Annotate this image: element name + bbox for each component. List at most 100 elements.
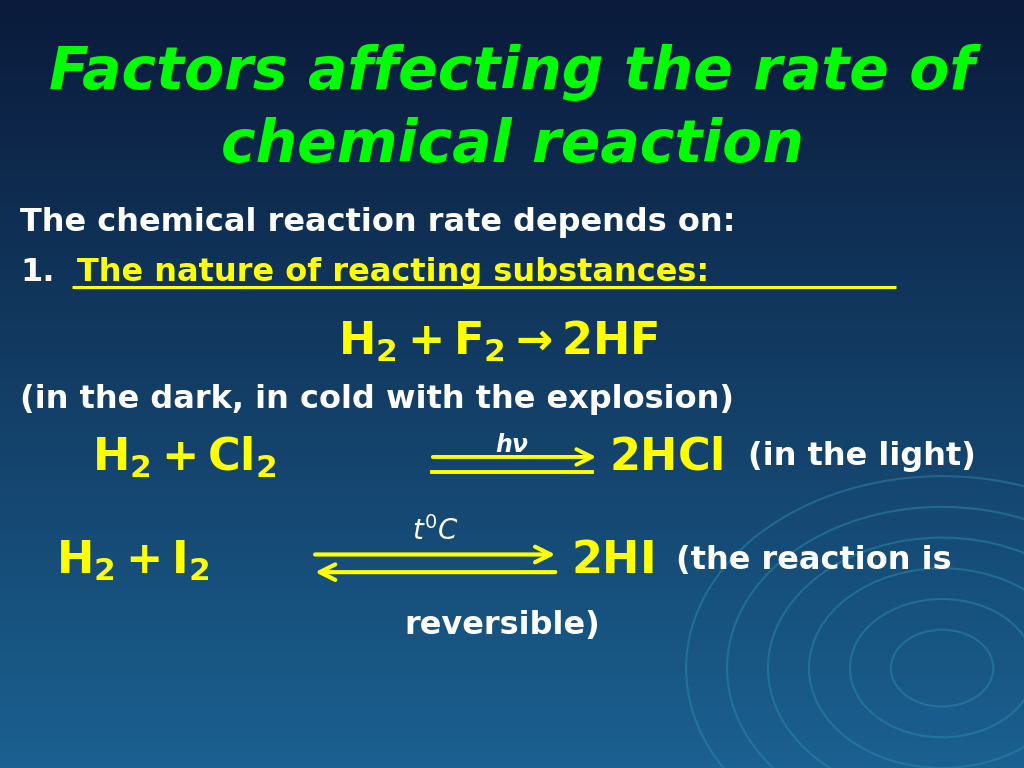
Bar — [0, 72, 1024, 73]
Bar — [0, 10, 1024, 11]
Bar — [0, 529, 1024, 530]
Bar — [0, 337, 1024, 338]
Bar — [0, 359, 1024, 360]
Bar — [0, 618, 1024, 619]
Bar — [0, 219, 1024, 220]
Bar — [0, 638, 1024, 639]
Bar — [0, 105, 1024, 106]
Bar — [0, 66, 1024, 67]
Bar — [0, 226, 1024, 227]
Bar — [0, 65, 1024, 66]
Bar — [0, 244, 1024, 245]
Bar — [0, 717, 1024, 718]
Bar — [0, 700, 1024, 701]
Bar — [0, 418, 1024, 419]
Bar — [0, 580, 1024, 581]
Bar — [0, 445, 1024, 446]
Bar — [0, 309, 1024, 310]
Bar — [0, 680, 1024, 681]
Bar — [0, 427, 1024, 428]
Bar — [0, 720, 1024, 721]
Bar — [0, 535, 1024, 536]
Bar — [0, 179, 1024, 180]
Bar — [0, 286, 1024, 287]
Bar — [0, 583, 1024, 584]
Bar — [0, 571, 1024, 572]
Bar — [0, 101, 1024, 102]
Bar — [0, 611, 1024, 612]
Bar — [0, 394, 1024, 395]
Bar — [0, 401, 1024, 402]
Bar — [0, 227, 1024, 228]
Bar — [0, 635, 1024, 636]
Bar — [0, 109, 1024, 110]
Bar — [0, 606, 1024, 607]
Bar — [0, 375, 1024, 376]
Bar — [0, 149, 1024, 150]
Bar — [0, 436, 1024, 437]
Bar — [0, 448, 1024, 449]
Bar — [0, 289, 1024, 290]
Bar — [0, 458, 1024, 459]
Bar — [0, 266, 1024, 267]
Bar — [0, 404, 1024, 405]
Bar — [0, 36, 1024, 37]
Bar — [0, 746, 1024, 747]
Bar — [0, 516, 1024, 517]
Bar — [0, 209, 1024, 210]
Bar — [0, 131, 1024, 132]
Bar — [0, 249, 1024, 250]
Bar — [0, 449, 1024, 450]
Bar — [0, 409, 1024, 410]
Bar — [0, 223, 1024, 224]
Bar — [0, 171, 1024, 172]
Bar — [0, 9, 1024, 10]
Bar — [0, 766, 1024, 767]
Bar — [0, 440, 1024, 441]
Bar — [0, 95, 1024, 96]
Bar — [0, 356, 1024, 357]
Bar — [0, 47, 1024, 48]
Bar — [0, 35, 1024, 36]
Bar — [0, 63, 1024, 64]
Bar — [0, 603, 1024, 604]
Bar — [0, 672, 1024, 673]
Bar — [0, 305, 1024, 306]
Bar — [0, 597, 1024, 598]
Bar — [0, 657, 1024, 658]
Bar — [0, 48, 1024, 49]
Bar — [0, 596, 1024, 597]
Bar — [0, 433, 1024, 434]
Bar — [0, 629, 1024, 630]
Bar — [0, 46, 1024, 47]
Bar — [0, 718, 1024, 719]
Bar — [0, 662, 1024, 663]
Bar — [0, 744, 1024, 745]
Bar — [0, 727, 1024, 728]
Bar — [0, 385, 1024, 386]
Bar — [0, 132, 1024, 133]
Bar — [0, 30, 1024, 31]
Bar — [0, 467, 1024, 468]
Bar — [0, 758, 1024, 759]
Bar — [0, 343, 1024, 344]
Bar — [0, 284, 1024, 285]
Bar — [0, 414, 1024, 415]
Bar — [0, 402, 1024, 403]
Bar — [0, 719, 1024, 720]
Bar — [0, 29, 1024, 30]
Bar — [0, 493, 1024, 494]
Bar — [0, 28, 1024, 29]
Bar — [0, 282, 1024, 283]
Bar — [0, 695, 1024, 696]
Bar — [0, 642, 1024, 643]
Bar — [0, 74, 1024, 75]
Bar — [0, 477, 1024, 478]
Bar — [0, 666, 1024, 667]
Bar — [0, 134, 1024, 135]
Bar — [0, 84, 1024, 85]
Bar — [0, 634, 1024, 635]
Bar — [0, 121, 1024, 122]
Bar — [0, 327, 1024, 328]
Bar — [0, 442, 1024, 443]
